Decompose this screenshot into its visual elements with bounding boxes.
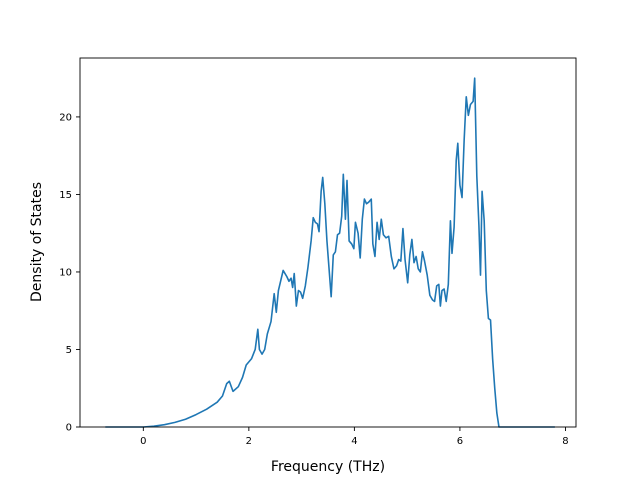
y-tick-label: 5: [66, 345, 72, 356]
y-axis-title: Density of States: [29, 182, 45, 302]
y-axis-ticks: 0 5 10 15 20: [59, 112, 80, 434]
axes-frame: [79, 57, 577, 428]
x-tick-label: 0: [140, 436, 146, 447]
x-tick-label: 4: [351, 436, 357, 447]
plot-area: [79, 57, 577, 428]
x-axis-ticks: 0 2 4 6 8: [140, 427, 569, 447]
x-axis-title: Frequency (THz): [271, 459, 385, 475]
y-tick-label: 0: [66, 423, 72, 434]
x-tick-label: 8: [562, 436, 568, 447]
x-tick-label: 2: [246, 436, 252, 447]
y-tick-label: 10: [59, 267, 72, 278]
y-tick-label: 20: [59, 112, 72, 123]
dos-series-line-0: [105, 77, 555, 428]
x-tick-label: 6: [457, 436, 463, 447]
y-tick-label: 15: [59, 190, 72, 201]
